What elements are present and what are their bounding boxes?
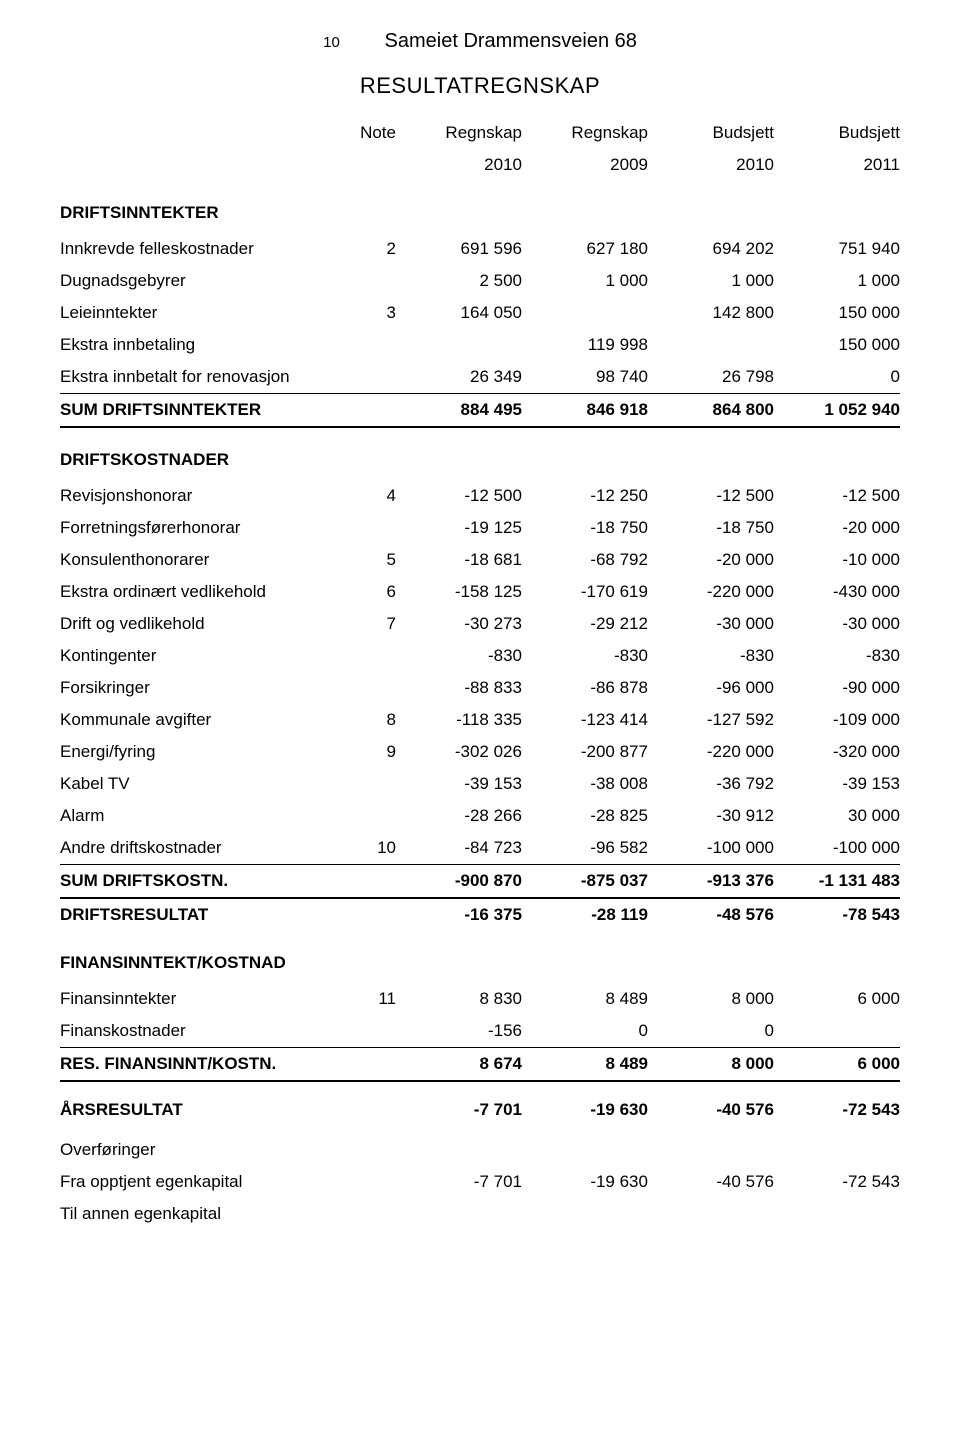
column-header-row-1: Note Regnskap Regnskap Budsjett Budsjett — [60, 117, 900, 149]
col-regnskap-2009: Regnskap — [522, 117, 648, 149]
col-budsjett-2011: Budsjett — [774, 117, 900, 149]
table-row: Innkrevde felleskostnader2691 596627 180… — [60, 233, 900, 265]
section-driftskostnader: DRIFTSKOSTNADER — [60, 427, 900, 480]
org-name: Sameiet Drammensveien 68 — [385, 30, 637, 53]
table-row: Kabel TV-39 153-38 008-36 792-39 153 — [60, 768, 900, 800]
table-row: Energi/fyring9-302 026-200 877-220 000-3… — [60, 736, 900, 768]
col-budsjett-2010: Budsjett — [648, 117, 774, 149]
table-row: Alarm-28 266-28 825-30 91230 000 — [60, 800, 900, 832]
aarsresultat: ÅRSRESULTAT-7 701-19 630-40 576-72 543 — [60, 1081, 900, 1126]
table-row: Finanskostnader-15600 — [60, 1015, 900, 1048]
page-number: 10 — [323, 34, 340, 51]
table-row: Fra opptjent egenkapital-7 701-19 630-40… — [60, 1166, 900, 1198]
table-row: Kommunale avgifter8-118 335-123 414-127 … — [60, 704, 900, 736]
section-finans: FINANSINNTEKT/KOSTNAD — [60, 931, 900, 983]
table-row: Andre driftskostnader10-84 723-96 582-10… — [60, 832, 900, 865]
sum-driftskostn: SUM DRIFTSKOSTN.-900 870-875 037-913 376… — [60, 865, 900, 899]
column-header-row-2: 2010 2009 2010 2011 — [60, 149, 900, 181]
table-row: Forretningsførerhonorar-19 125-18 750-18… — [60, 512, 900, 544]
sum-driftsinntekter: SUM DRIFTSINNTEKTER884 495846 918864 800… — [60, 394, 900, 428]
col-note: Note — [337, 117, 396, 149]
res-finansinnt: RES. FINANSINNT/KOSTN.8 6748 4898 0006 0… — [60, 1048, 900, 1082]
table-row: Forsikringer-88 833-86 878-96 000-90 000 — [60, 672, 900, 704]
section-overforinger: Overføringer — [60, 1126, 900, 1166]
table-row: Leieinntekter3164 050142 800150 000 — [60, 297, 900, 329]
table-row: Drift og vedlikehold7-30 273-29 212-30 0… — [60, 608, 900, 640]
doc-header: 10 Sameiet Drammensveien 68 — [60, 30, 900, 53]
table-row: Kontingenter-830-830-830-830 — [60, 640, 900, 672]
doc-title: RESULTATREGNSKAP — [60, 73, 900, 99]
table-row: Revisjonshonorar4-12 500-12 250-12 500-1… — [60, 480, 900, 512]
section-driftsinntekter: DRIFTSINNTEKTER — [60, 181, 900, 233]
table-row: Til annen egenkapital — [60, 1198, 900, 1230]
col-regnskap-2010: Regnskap — [396, 117, 522, 149]
table-row: Ekstra innbetalt for renovasjon26 34998 … — [60, 361, 900, 394]
income-statement-table: Note Regnskap Regnskap Budsjett Budsjett… — [60, 117, 900, 1230]
table-row: Ekstra innbetaling119 998150 000 — [60, 329, 900, 361]
table-row: Dugnadsgebyrer2 5001 0001 0001 000 — [60, 265, 900, 297]
table-row: Ekstra ordinært vedlikehold6-158 125-170… — [60, 576, 900, 608]
table-row: Konsulenthonorarer5-18 681-68 792-20 000… — [60, 544, 900, 576]
table-row: Finansinntekter118 8308 4898 0006 000 — [60, 983, 900, 1015]
driftsresultat: DRIFTSRESULTAT-16 375-28 119-48 576-78 5… — [60, 898, 900, 931]
